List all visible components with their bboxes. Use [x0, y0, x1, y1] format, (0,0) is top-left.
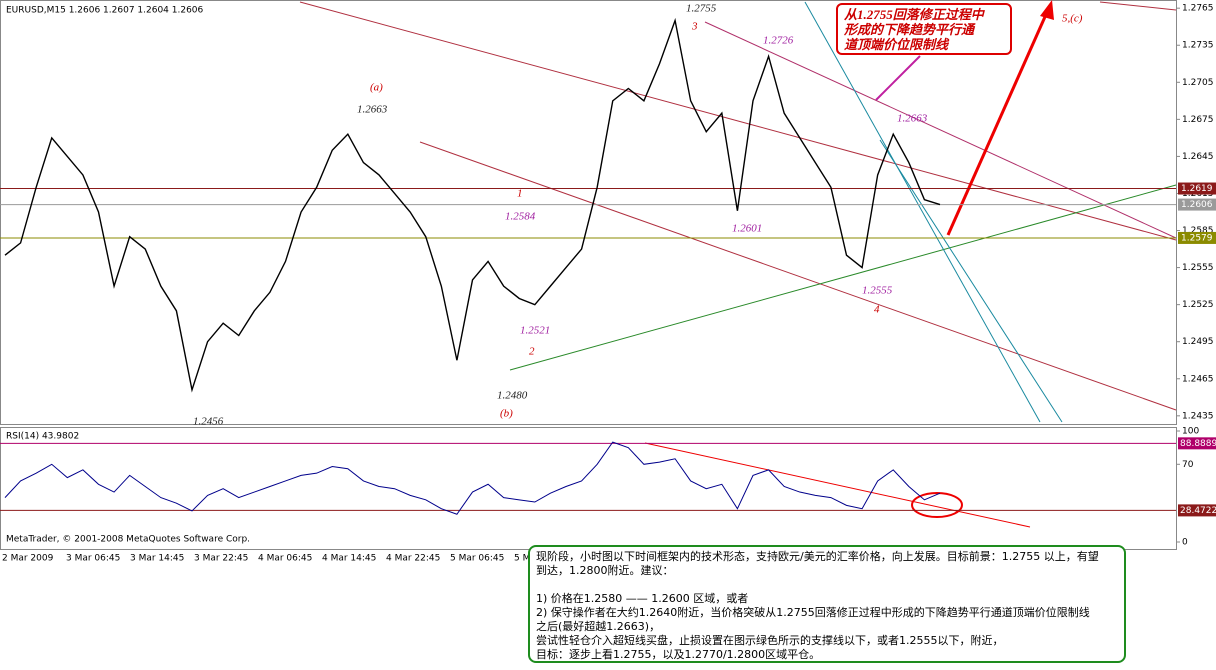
- note-line: 之后(最好超越1.2663)，: [536, 620, 661, 633]
- time-label: 3 Mar 22:45: [194, 554, 248, 564]
- target-arrow: [946, 9, 1050, 236]
- channel-line: [1099, 1, 1177, 11]
- time-label: 3 Mar 06:45: [66, 554, 120, 564]
- arrow-head: [1040, 0, 1054, 20]
- time-label: 3 Mar 14:45: [130, 554, 184, 564]
- y-tick-label: 1.2555: [1182, 263, 1214, 273]
- y-tick-label: 1.2735: [1182, 41, 1214, 51]
- rsi-highlight: [911, 492, 963, 518]
- note-line: 目标：逐步上看1.2755，以及1.2770/1.2800区域平仓。: [536, 648, 821, 661]
- note-line: 现阶段，小时图以下时间框架内的技术形态，支持欧元/美元的汇率价格，向上发展。目标…: [536, 550, 1099, 563]
- level-box: [1178, 504, 1216, 517]
- rsi-trend-line: [644, 442, 1031, 528]
- annotation: 1.2584: [505, 211, 536, 223]
- level-label: 1.2579: [1181, 233, 1213, 243]
- time-label: 2 Mar 2009: [2, 554, 54, 564]
- annotation: 1.2521: [520, 325, 550, 337]
- callout-pointer: [875, 55, 921, 101]
- price-frame: [0, 0, 1177, 425]
- channel-line: [299, 1, 1177, 241]
- note-line: [536, 578, 1118, 592]
- rsi-label: RSI(14) 43.9802: [6, 432, 79, 442]
- trend-line: [804, 1, 1041, 423]
- note-box: 现阶段，小时图以下时间框架内的技术形态，支持欧元/美元的汇率价格，向上发展。目标…: [528, 545, 1126, 663]
- y-tick-label: 1.2495: [1182, 337, 1214, 347]
- annotation: 1.2456: [193, 416, 224, 428]
- annotation: 5,(c): [1062, 13, 1083, 25]
- annotation: 1.2555: [862, 285, 893, 297]
- y-tick-label: 1.2645: [1182, 152, 1214, 162]
- y-tick-label: 0: [1182, 538, 1188, 548]
- annotation: 1.2480: [497, 390, 528, 402]
- annotation: 1: [517, 188, 523, 200]
- trend-line: [879, 139, 1063, 423]
- annotation: 1.2601: [732, 223, 762, 235]
- rsi-frame: [0, 427, 1177, 550]
- note-line: 2) 保守操作者在大约1.2640附近，当价格突破从1.2755回落修正过程中形…: [536, 606, 1090, 619]
- annotation: 1.2755: [686, 3, 717, 15]
- channel-line: [704, 21, 1177, 239]
- y-tick-label: 1.2675: [1182, 115, 1214, 125]
- annotation: 1.2726: [763, 35, 794, 47]
- y-tick-label: 1.2585: [1182, 226, 1214, 236]
- level-label: 1.2619: [1181, 184, 1213, 194]
- level-label: 88.8889: [1180, 439, 1216, 449]
- y-tick-label: 70: [1182, 460, 1194, 470]
- channel-line: [419, 141, 1177, 411]
- y-tick-label: 1.2525: [1182, 300, 1214, 310]
- callout-box: 从1.2755回落修正过程中 形成的下降趋势平行通 道顶端价位限制线: [836, 3, 1012, 55]
- annotation: 1.2663: [357, 104, 388, 116]
- level-box: [1178, 198, 1216, 211]
- y-tick-label: 1.2435: [1182, 411, 1214, 421]
- annotation: 1.2663: [897, 113, 928, 125]
- time-label: 4 Mar 06:45: [258, 554, 312, 564]
- rsi-line: [4, 441, 941, 515]
- level-label: 1.2606: [1181, 200, 1213, 210]
- note-line: 尝试性轻仓介入超短线买盘，止损设置在图示绿色所示的支撑线以下，或者1.2555以…: [536, 634, 1004, 647]
- support-line: [509, 184, 1177, 371]
- annotation: (b): [500, 408, 513, 420]
- time-label: 4 Mar 22:45: [386, 554, 440, 564]
- y-tick-label: 1.2765: [1182, 4, 1214, 14]
- price-line: [4, 17, 941, 393]
- level-label: 28.4722: [1180, 506, 1216, 516]
- y-tick-label: 1.2705: [1182, 78, 1214, 88]
- annotation: 4: [874, 304, 880, 316]
- copyright: MetaTrader, © 2001-2008 MetaQuotes Softw…: [6, 535, 250, 545]
- annotation: 3: [691, 21, 698, 33]
- symbol-header: EURUSD,M15 1.2606 1.2607 1.2604 1.2606: [6, 6, 204, 16]
- note-line: 到达，1.2800附近。建议：: [536, 564, 674, 577]
- annotation: (a): [370, 82, 383, 94]
- y-tick-label: 100: [1182, 427, 1199, 437]
- level-box: [1178, 182, 1216, 195]
- level-box: [1178, 231, 1216, 244]
- annotation: 2: [529, 346, 535, 358]
- y-tick-label: 1.2465: [1182, 374, 1214, 384]
- time-label: 4 Mar 14:45: [322, 554, 376, 564]
- level-box: [1178, 437, 1216, 450]
- time-label: 5 Mar 06:45: [450, 554, 504, 564]
- callout-line: 形成的下降趋势平行通: [844, 22, 975, 37]
- callout-line: 从1.2755回落修正过程中: [844, 7, 984, 22]
- note-line: 1) 价格在1.2580 —— 1.2600 区域，或者: [536, 592, 749, 605]
- callout-line: 道顶端价位限制线: [844, 37, 949, 52]
